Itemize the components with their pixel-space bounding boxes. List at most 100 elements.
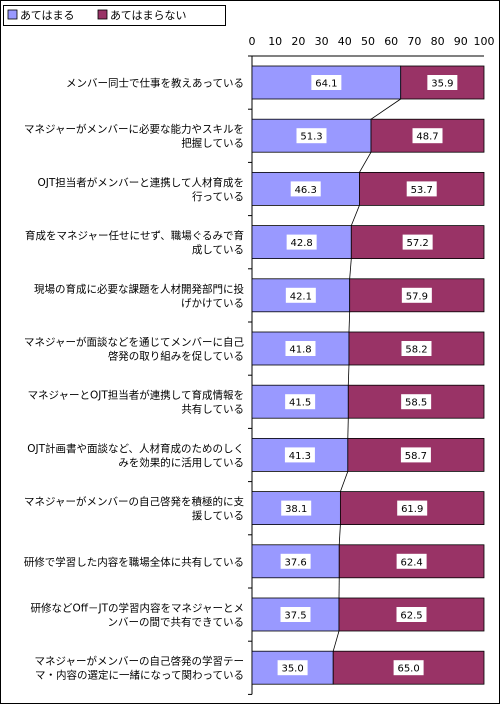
data-label-agree-box [285, 287, 316, 303]
legend: あてはまる あてはまらない [3, 5, 226, 26]
series-connector [347, 364, 350, 386]
data-label-disagree: 58.7 [405, 451, 427, 462]
series-connector [338, 524, 341, 545]
data-label-disagree: 65.0 [397, 664, 419, 675]
category-label: OJT計画書や面談など、人材育成のためのしく [27, 442, 244, 455]
x-tick-label: 80 [431, 35, 445, 48]
data-label-disagree: 58.5 [405, 398, 427, 409]
x-tick-label: 40 [338, 35, 352, 48]
category-label: 研修で学習した内容を職場全体に共有している [24, 555, 244, 568]
series-connector [349, 258, 352, 279]
x-tick-label: 10 [268, 35, 282, 48]
data-label-agree-box [280, 553, 311, 569]
data-label-agree-box [285, 341, 316, 356]
data-label-agree-box [311, 75, 342, 90]
x-tick-label: 30 [315, 35, 329, 48]
data-label-agree: 41.5 [289, 398, 311, 409]
legend-label-disagree: あてはまらない [110, 9, 187, 22]
x-axis-ticks: 0 10 20 30 40 50 60 70 80 90 100 [249, 35, 495, 48]
category-label: マネジャーが面談などを通じてメンバーに自己 [24, 336, 244, 349]
data-label-disagree-box [412, 128, 443, 144]
data-label-agree-box [296, 128, 327, 144]
data-label-agree: 46.3 [295, 185, 317, 196]
data-label-disagree-box [401, 287, 432, 303]
category-label: 把握している [181, 137, 244, 150]
x-tick-label: 100 [474, 35, 495, 48]
x-tick-label: 70 [407, 35, 421, 48]
data-label-disagree-box [397, 500, 428, 516]
category-label: マネジャーがメンバーの自己啓発を積極的に支 [24, 495, 244, 508]
data-label-disagree-box [393, 660, 424, 676]
data-label-agree: 37.5 [284, 611, 306, 622]
x-tick-label: 50 [361, 35, 375, 48]
legend-swatch-agree [7, 9, 18, 20]
category-label: マネジャーがメンバーの自己啓発の学習テー [35, 655, 244, 668]
data-label-disagree-box [401, 394, 432, 410]
data-label-agree-box [286, 234, 317, 250]
legend-swatch-disagree [97, 9, 108, 20]
category-label: マネジャーがメンバーに必要な能力やスキルを [24, 123, 244, 136]
data-label-disagree-box [396, 607, 427, 622]
series-connector [350, 205, 360, 226]
data-label-agree: 37.6 [284, 557, 306, 568]
category-label: メンバー同士で仕事を教えあっている [66, 77, 244, 90]
series-connector [359, 152, 372, 173]
data-label-disagree: 53.7 [411, 185, 433, 196]
data-label-disagree: 57.2 [407, 238, 429, 249]
data-label-disagree: 61.9 [401, 504, 423, 515]
data-label-disagree: 58.2 [405, 345, 427, 356]
x-tick-label: 20 [291, 35, 305, 48]
data-label-agree: 41.8 [289, 345, 311, 356]
data-label-agree-box [284, 447, 315, 463]
series-connector [332, 630, 340, 652]
category-label: げかけている [181, 297, 244, 309]
data-label-disagree: 35.9 [431, 79, 453, 90]
x-tick-label: 0 [249, 35, 256, 48]
data-label-agree-box [285, 394, 316, 410]
category-label: 援している [192, 509, 244, 522]
data-label-disagree-box [427, 75, 458, 90]
data-label-disagree-box [396, 553, 427, 569]
data-label-agree: 64.1 [315, 79, 337, 90]
data-label-agree-box [277, 660, 308, 676]
series-connector [348, 311, 351, 333]
data-label-disagree: 62.5 [400, 611, 422, 622]
category-label: みを効果的に活用している [118, 456, 244, 469]
series-connector [370, 98, 401, 120]
category-label: 行っている [192, 190, 244, 203]
category-label: ンバーの間で共有できている [108, 616, 245, 629]
data-label-agree-box [280, 607, 311, 622]
data-label-disagree-box [400, 447, 431, 463]
bar-disagree [347, 437, 485, 472]
category-label: 成している [192, 244, 244, 256]
data-label-disagree-box [401, 341, 432, 356]
data-label-agree: 38.1 [285, 504, 307, 515]
data-label-agree-box [290, 181, 321, 197]
plot-area: 64.1 35.9 メンバー同士で仕事を教えあっている 51.3 48.7 マネジャーがメ… [24, 55, 485, 695]
data-label-disagree-box [406, 181, 437, 197]
bar-agree [251, 384, 349, 419]
category-label: OJT担当者がメンバーと連携して人材育成を [38, 176, 244, 189]
data-label-agree: 42.1 [290, 291, 312, 302]
category-label: 研修などOff－JTの学習内容をマネジャーとメ [31, 602, 244, 615]
data-label-agree: 35.0 [281, 664, 303, 675]
data-label-agree-box [281, 500, 312, 516]
x-tick-label: 60 [384, 35, 398, 48]
x-tick-label: 90 [454, 35, 468, 48]
data-label-disagree: 62.4 [400, 557, 422, 568]
data-label-disagree-box [402, 234, 433, 250]
series-connector [340, 471, 349, 492]
data-label-disagree: 57.9 [406, 291, 428, 302]
data-label-disagree: 48.7 [416, 132, 438, 143]
category-label: マ・内容の選定に一緒になって関わっている [35, 669, 244, 682]
category-label: 現場の育成に必要な課題を人材開発部門に投 [34, 282, 244, 295]
category-label: 育成をマネジャー任せにせず、職場ぐるみで育 [25, 229, 244, 242]
legend-box [3, 5, 226, 26]
data-label-agree: 51.3 [300, 132, 322, 143]
category-label: マネジャーとOJT担当者が連携して育成情報を [28, 389, 244, 402]
data-label-agree: 42.8 [291, 238, 313, 249]
category-label: 啓発の取り組みを促している [108, 350, 244, 363]
legend-label-agree: あてはまる [20, 9, 75, 22]
data-label-agree: 41.3 [289, 451, 311, 462]
